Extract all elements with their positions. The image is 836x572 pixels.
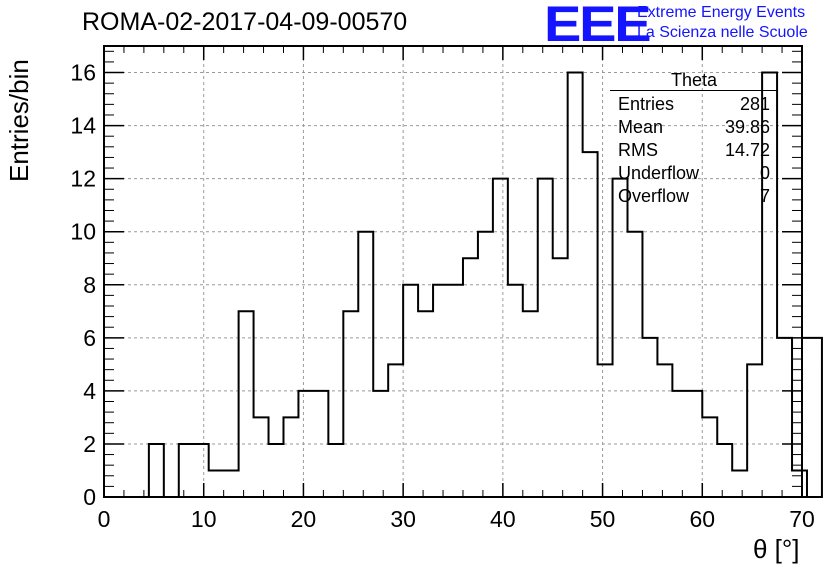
stats-label: RMS bbox=[618, 140, 658, 160]
axis-ticks bbox=[103, 46, 803, 498]
y-tick-label: 0 bbox=[83, 484, 96, 510]
y-tick-label: 14 bbox=[70, 113, 96, 139]
stats-row: Entries 281 bbox=[610, 93, 778, 116]
logo-line-1: Extreme Energy Events bbox=[637, 4, 806, 21]
stats-value: 14.72 bbox=[724, 140, 770, 160]
y-tick-label: 2 bbox=[83, 431, 96, 457]
logo-line-2: La Scienza nelle Scuole bbox=[637, 24, 808, 41]
y-axis-label: Entries/bin bbox=[4, 59, 34, 182]
stats-value: 7 bbox=[759, 186, 770, 206]
stats-row: Underflow 0 bbox=[610, 162, 778, 185]
stats-row: RMS 14.72 bbox=[610, 139, 778, 162]
plot-frame bbox=[103, 45, 803, 498]
x-tick-label: 70 bbox=[789, 506, 815, 532]
eee-logo: EEE bbox=[544, 0, 652, 52]
stats-label: Underflow bbox=[618, 163, 700, 183]
chart-title: ROMA-02-2017-04-09-00570 bbox=[82, 8, 408, 36]
stats-row: Overflow 7 bbox=[610, 185, 778, 208]
stats-value: 39.86 bbox=[724, 117, 770, 137]
y-tick-label: 12 bbox=[70, 166, 96, 192]
x-axis-label: θ [°] bbox=[753, 534, 800, 564]
y-tick-label: 16 bbox=[70, 60, 96, 86]
x-tick-label: 0 bbox=[98, 506, 111, 532]
stats-label: Overflow bbox=[618, 186, 690, 206]
stats-value: 281 bbox=[739, 94, 770, 114]
y-tick-label: 6 bbox=[83, 325, 96, 351]
stats-box: Theta Entries 281 Mean 39.86 RMS 14.72 Unde… bbox=[610, 70, 778, 208]
stats-label: Mean bbox=[618, 117, 664, 137]
eee-logo-text: Extreme Energy Events La Scienza nelle S… bbox=[637, 3, 808, 43]
x-tick-label: 40 bbox=[490, 506, 516, 532]
y-tick-label: 10 bbox=[70, 219, 96, 245]
y-tick-label: 4 bbox=[83, 378, 96, 404]
x-tick-label: 30 bbox=[390, 506, 416, 532]
x-tick-label: 10 bbox=[191, 506, 217, 532]
x-tick-label: 20 bbox=[291, 506, 317, 532]
x-tick-label: 50 bbox=[590, 506, 616, 532]
stats-row: Mean 39.86 bbox=[610, 116, 778, 139]
stats-value: 0 bbox=[759, 163, 770, 183]
stats-label: Entries bbox=[618, 94, 675, 114]
y-tick-label: 8 bbox=[83, 272, 96, 298]
stats-title: Theta bbox=[610, 70, 778, 91]
x-tick-label: 60 bbox=[689, 506, 715, 532]
histogram-step-line bbox=[104, 71, 823, 498]
